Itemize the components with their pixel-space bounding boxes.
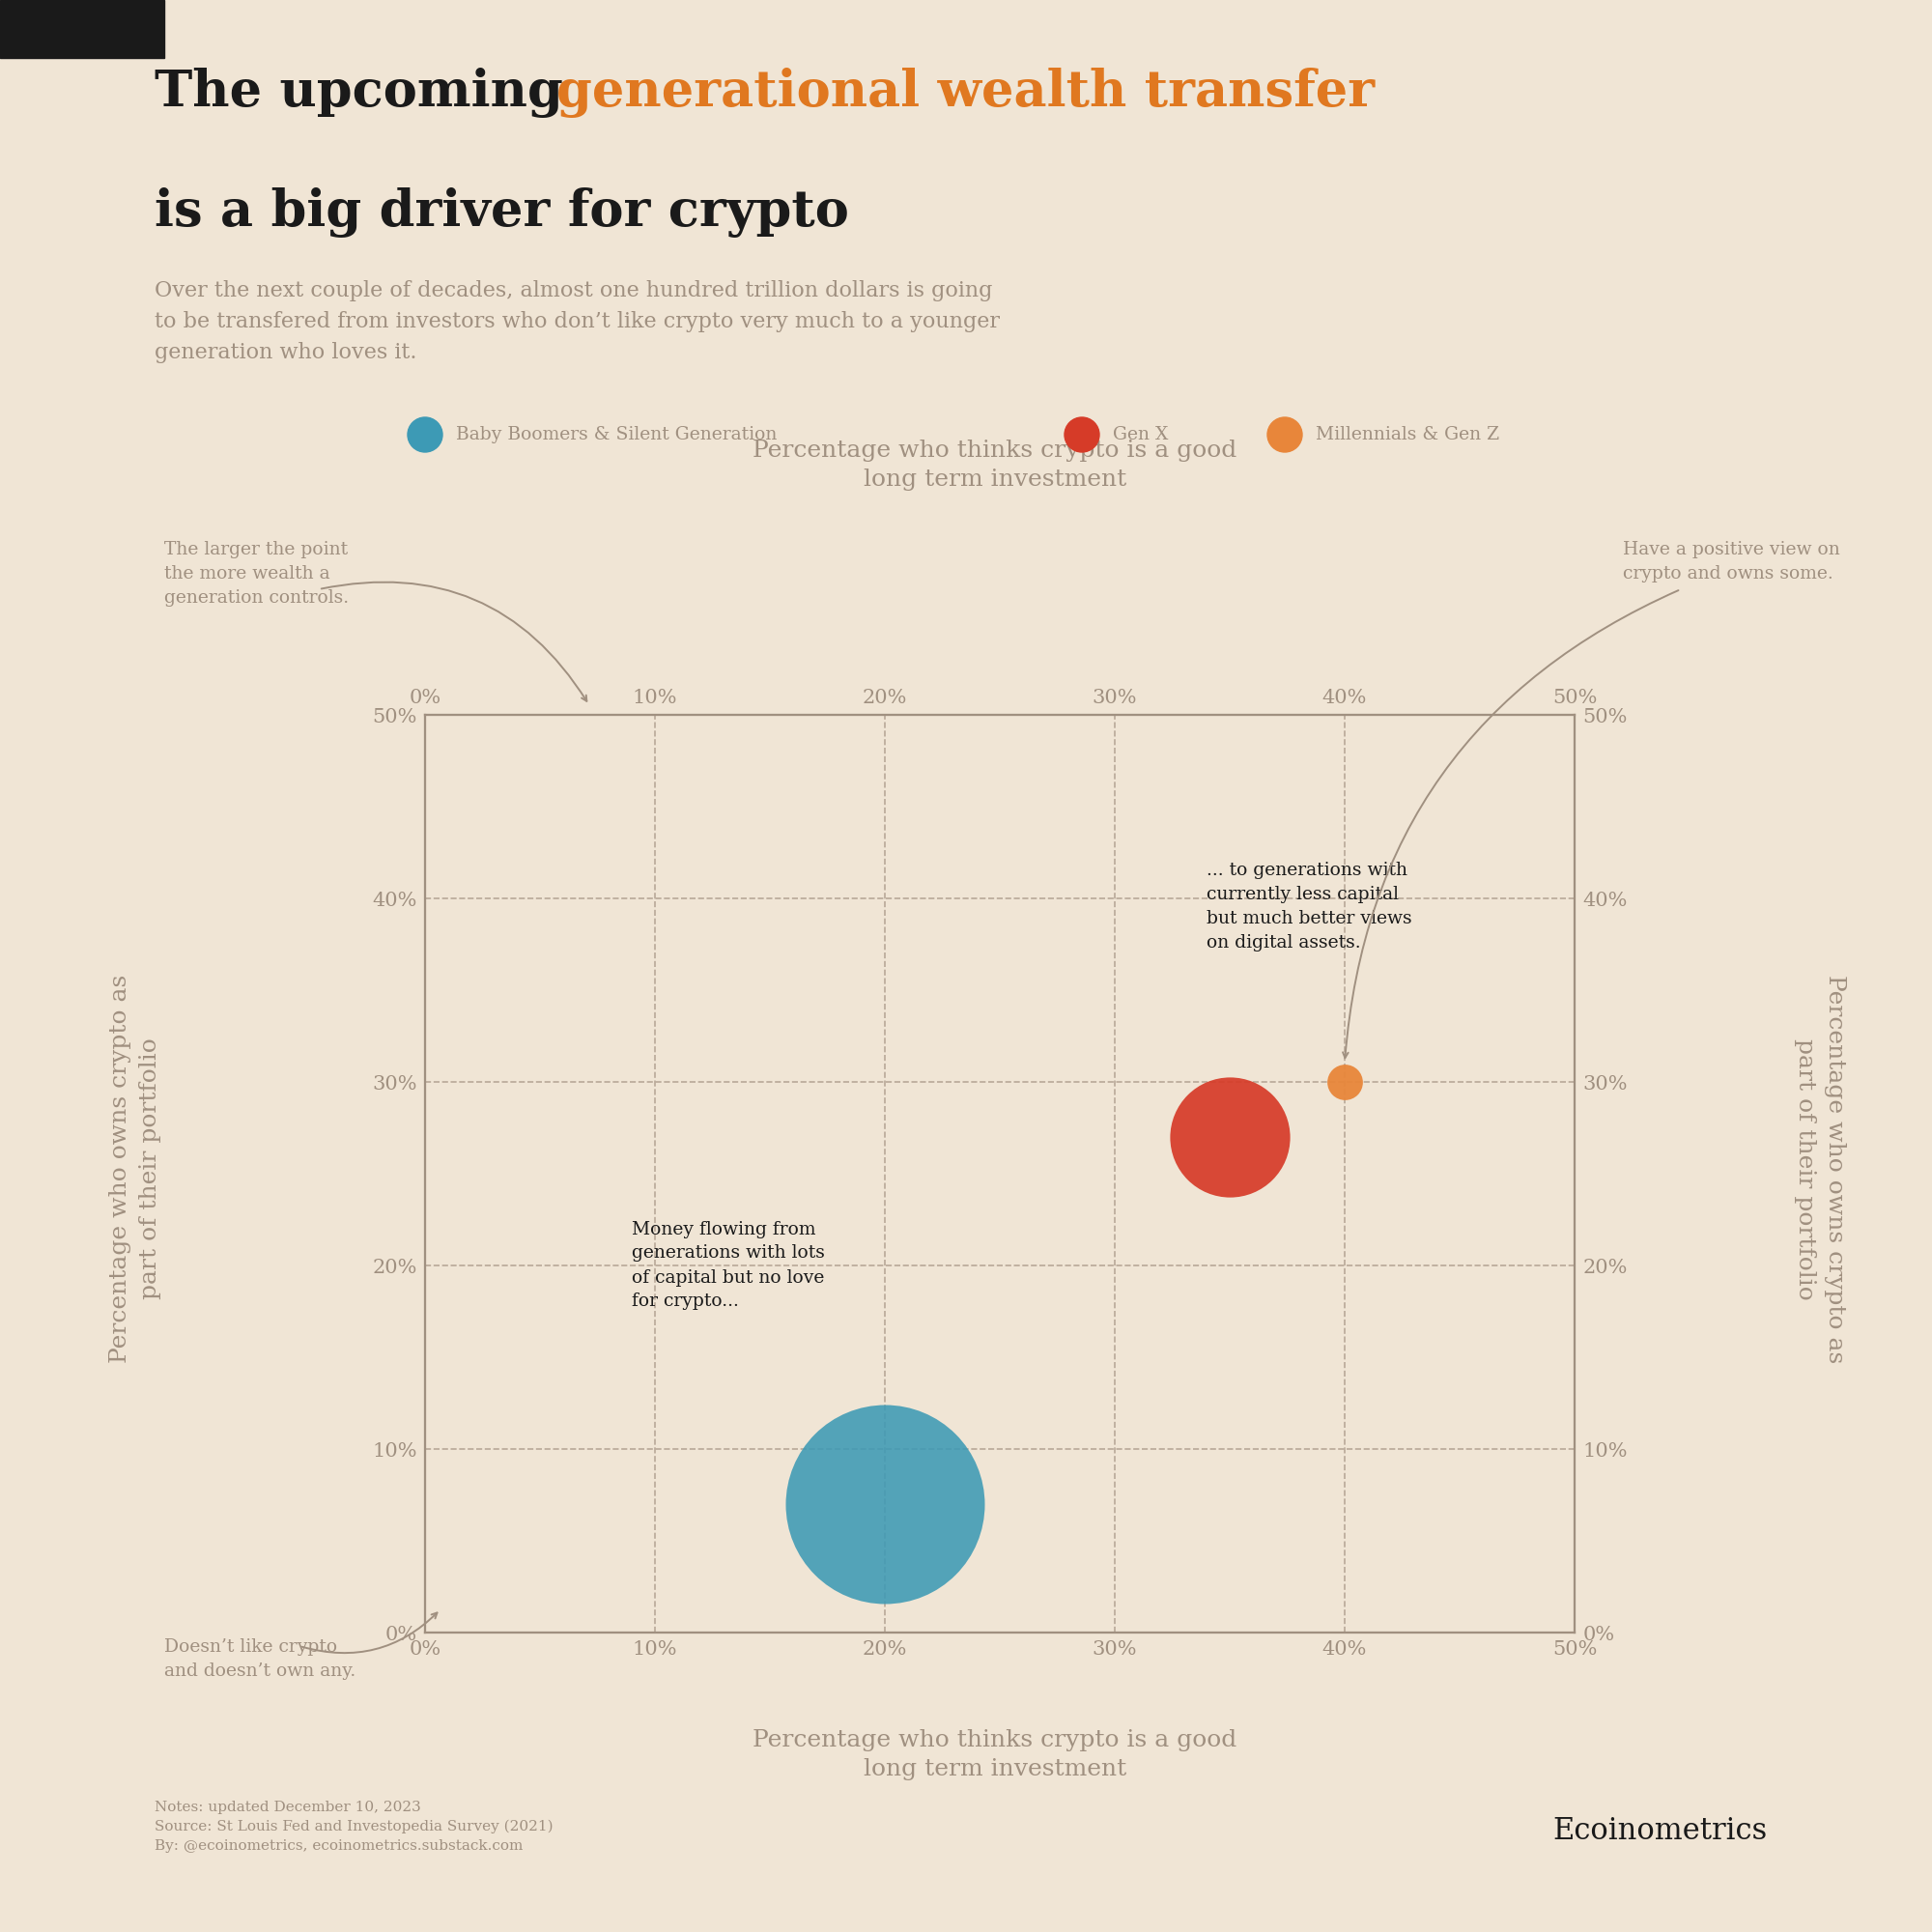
Text: Ecoinometrics: Ecoinometrics [1553, 1816, 1768, 1847]
Text: The upcoming: The upcoming [155, 68, 582, 118]
Text: Percentage who thinks crypto is a good
long term investment: Percentage who thinks crypto is a good l… [753, 1729, 1236, 1781]
Text: generational wealth transfer: generational wealth transfer [556, 68, 1376, 118]
Text: Money flowing from
generations with lots
of capital but no love
for crypto...: Money flowing from generations with lots… [632, 1221, 825, 1310]
Point [1215, 1121, 1246, 1151]
Text: Doesn’t like crypto
and doesn’t own any.: Doesn’t like crypto and doesn’t own any. [164, 1638, 355, 1679]
Text: Baby Boomers & Silent Generation: Baby Boomers & Silent Generation [456, 427, 777, 444]
Text: is a big driver for crypto: is a big driver for crypto [155, 187, 848, 238]
Text: ... to generations with
currently less capital
but much better views
on digital : ... to generations with currently less c… [1208, 862, 1412, 951]
Text: Over the next couple of decades, almost one hundred trillion dollars is going
to: Over the next couple of decades, almost … [155, 280, 1001, 363]
Text: Percentage who thinks crypto is a good
long term investment: Percentage who thinks crypto is a good l… [753, 439, 1236, 491]
Point [869, 1488, 900, 1519]
Point [1329, 1066, 1360, 1097]
Text: Percentage who owns crypto as
part of their portfolio: Percentage who owns crypto as part of th… [1795, 974, 1845, 1364]
Text: Millennials & Gen Z: Millennials & Gen Z [1316, 427, 1499, 444]
Text: The larger the point
the more wealth a
generation controls.: The larger the point the more wealth a g… [164, 541, 350, 607]
Text: Have a positive view on
crypto and owns some.: Have a positive view on crypto and owns … [1623, 541, 1839, 583]
Text: Notes: updated December 10, 2023
Source: St Louis Fed and Investopedia Survey (2: Notes: updated December 10, 2023 Source:… [155, 1801, 553, 1853]
Text: Gen X: Gen X [1113, 427, 1169, 444]
Text: Percentage who owns crypto as
part of their portfolio: Percentage who owns crypto as part of th… [110, 974, 160, 1364]
